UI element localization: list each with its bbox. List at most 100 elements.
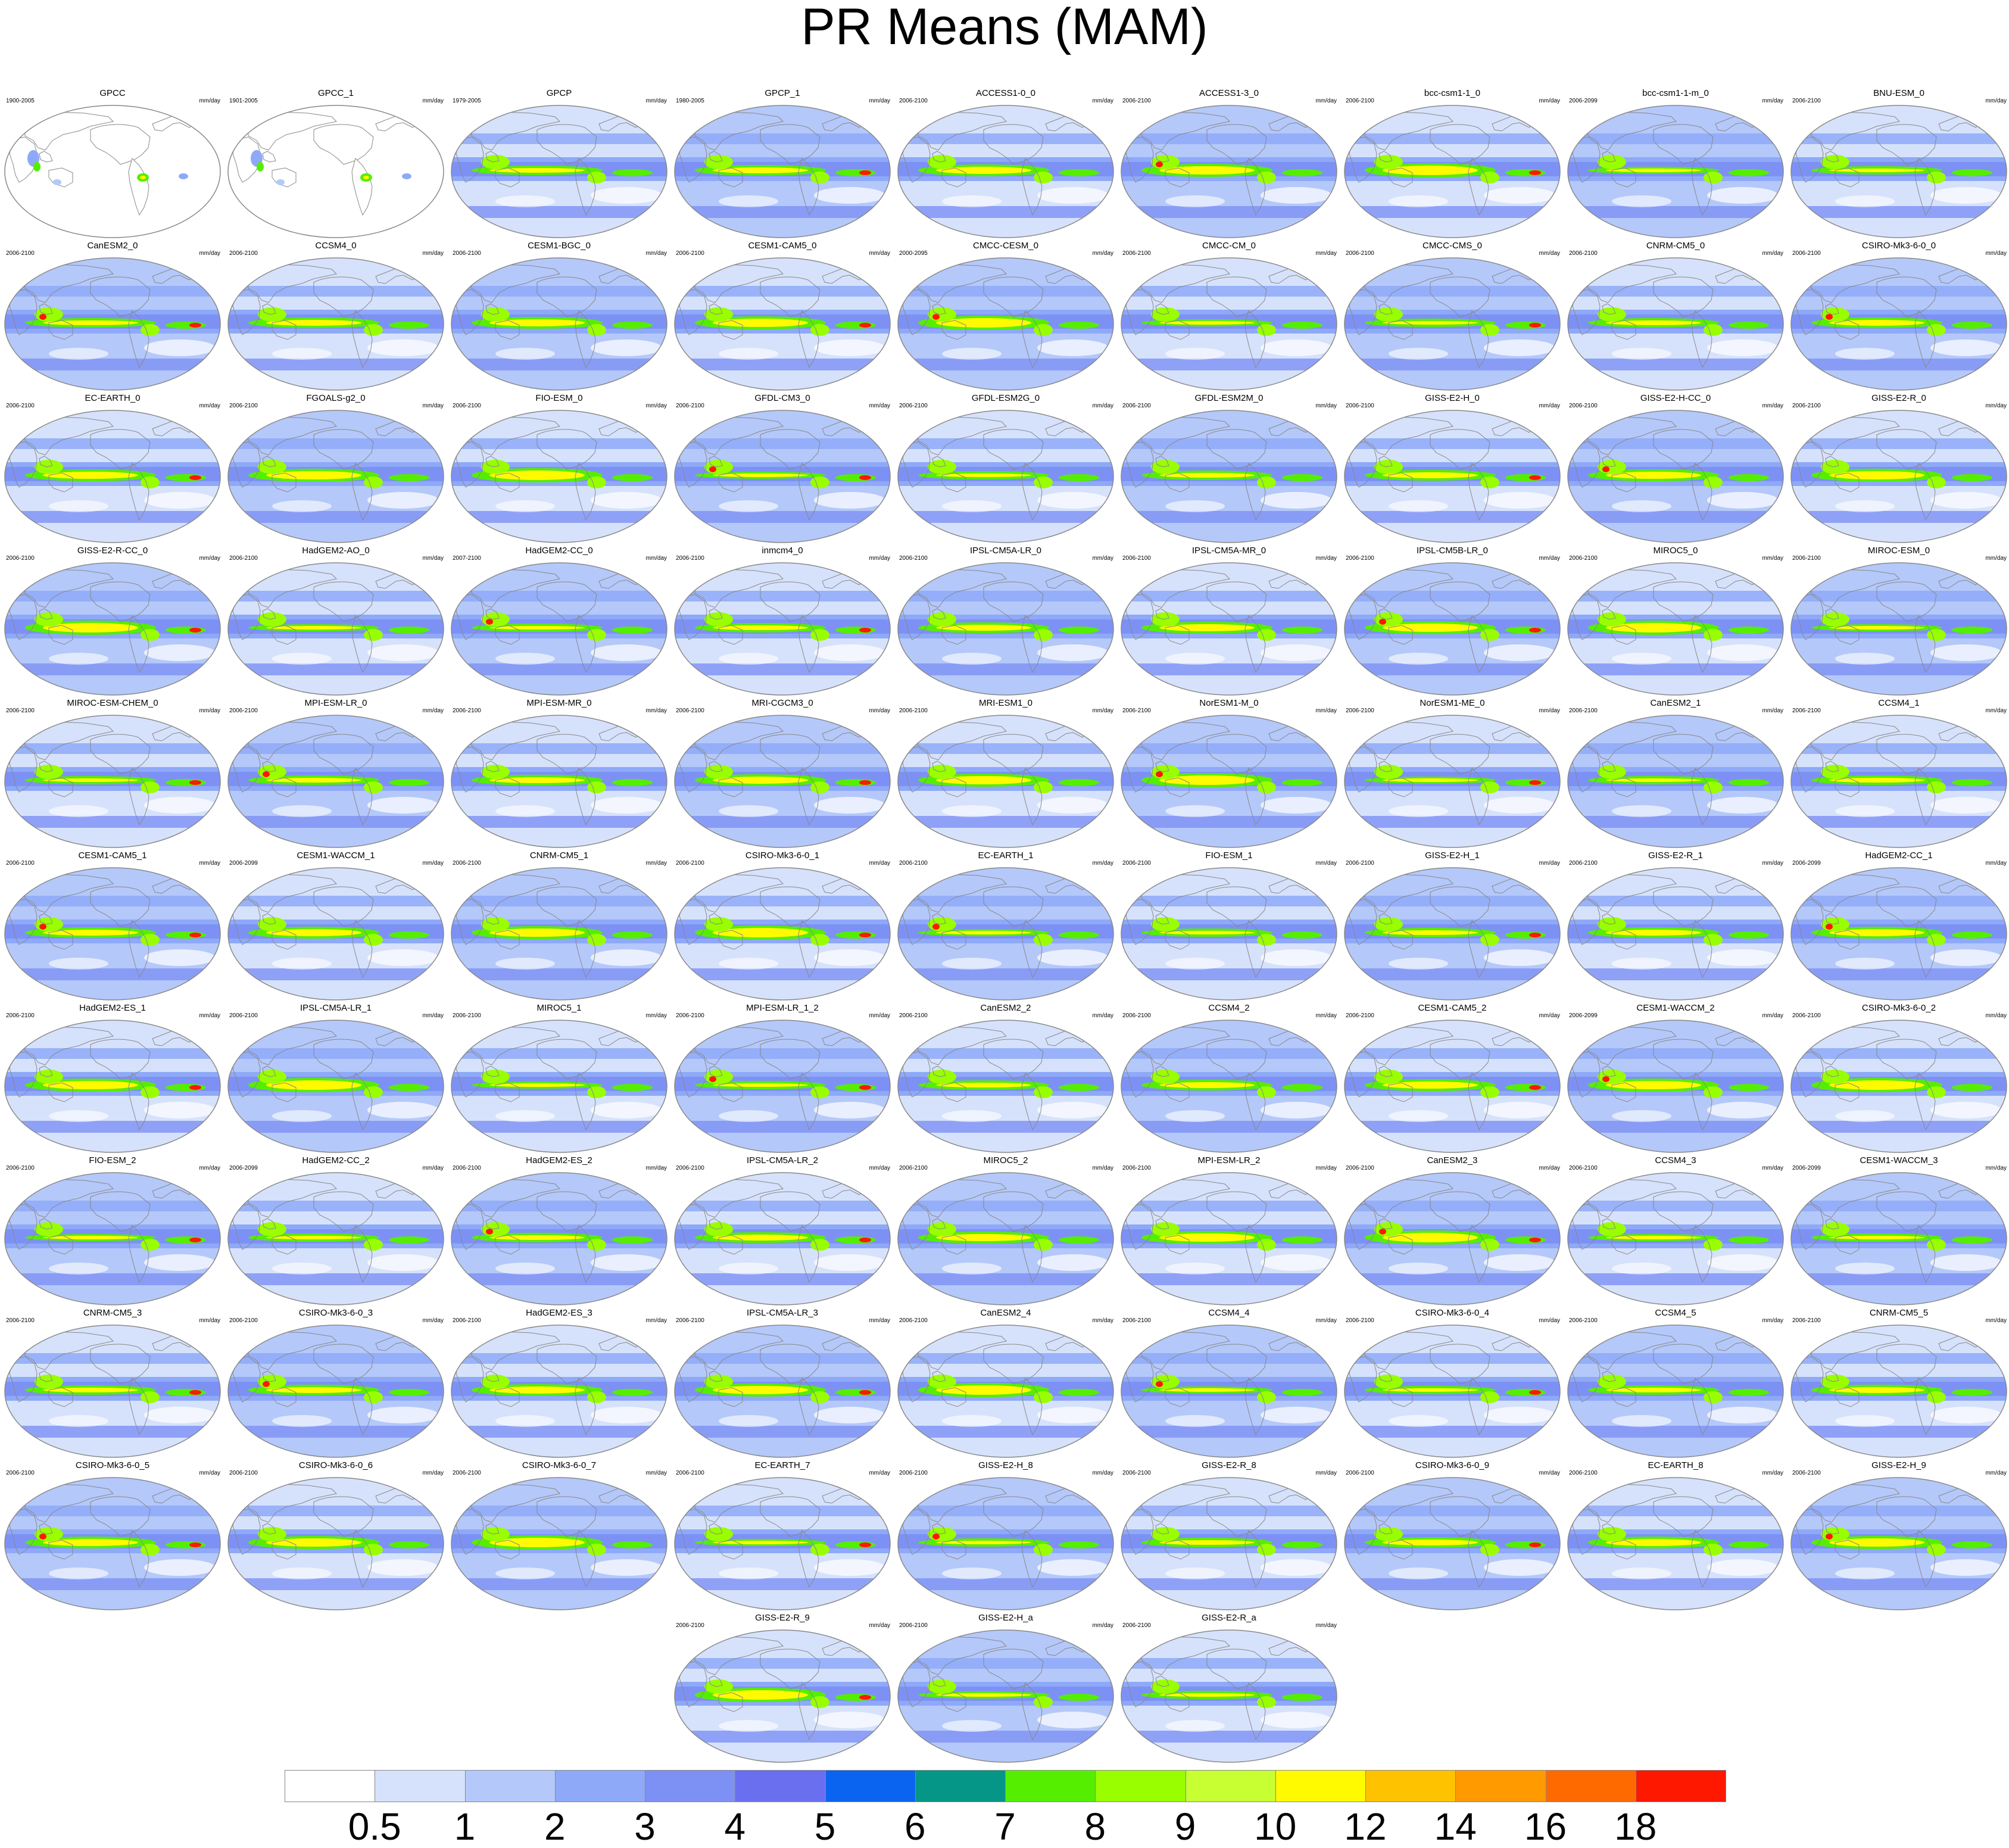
- panel-units: mm/day: [1762, 555, 1783, 562]
- panel-units: mm/day: [645, 860, 667, 867]
- map-ipsl-cm5a-mr-0: [1121, 562, 1337, 696]
- panel-title: FIO-ESM_1: [1205, 850, 1253, 861]
- map-mpi-esm-lr-0: [227, 715, 444, 848]
- panel-units: mm/day: [1092, 1317, 1113, 1324]
- panel-period: 2006-2100: [1122, 403, 1151, 409]
- panel-ccsm4-3: CCSM4_3 2006-2100 mm/day: [1564, 1155, 1787, 1307]
- panel-title: CMCC-CM_0: [1202, 241, 1256, 251]
- map-csiro-mk3-6-0-9: [1344, 1477, 1561, 1610]
- map-fio-esm-0: [451, 410, 667, 543]
- panel-noresm1-me-0: NorESM1-ME_0 2006-2100 mm/day: [1341, 698, 1564, 849]
- panel-period: 2006-2100: [899, 555, 928, 562]
- panel-units: mm/day: [422, 1165, 444, 1171]
- map-miroc5-1: [451, 1020, 667, 1153]
- panel-title: HadGEM2-CC_0: [525, 546, 593, 556]
- panel-period: 2006-2100: [6, 1317, 35, 1324]
- colorbar-label: 16: [1524, 1805, 1567, 1848]
- panel-units: mm/day: [1315, 860, 1337, 867]
- panel-title: inmcm4_0: [762, 546, 803, 556]
- colorbar-label: 3: [634, 1805, 656, 1848]
- panel-period: 2000-2095: [899, 250, 928, 257]
- colorbar-swatch: [1185, 1770, 1276, 1802]
- panel-period: 2006-2099: [1569, 1012, 1598, 1019]
- panel-fio-esm-2: FIO-ESM_2 2006-2100 mm/day: [1, 1155, 224, 1307]
- panel-units: mm/day: [1539, 860, 1560, 867]
- map-csiro-mk3-6-0-3: [227, 1325, 444, 1458]
- panel-period: 2006-2100: [453, 1470, 481, 1476]
- panel-period: 2006-2100: [1792, 98, 1821, 104]
- colorbar-label: 8: [1084, 1805, 1106, 1848]
- panel-title: CCSM4_5: [1655, 1308, 1696, 1318]
- panel-period: 2006-2100: [453, 1317, 481, 1324]
- map-gfdl-cm3-0: [674, 410, 891, 543]
- map-csiro-mk3-6-0-1: [674, 867, 891, 1001]
- panel-units: mm/day: [1315, 403, 1337, 409]
- panel-units: mm/day: [1092, 1622, 1113, 1629]
- panel-units: mm/day: [1539, 708, 1560, 714]
- panel-miroc5-0: MIROC5_0 2006-2100 mm/day: [1564, 546, 1787, 697]
- panel-units: mm/day: [869, 555, 890, 562]
- colorbar-label: 5: [814, 1805, 836, 1848]
- panel-units: mm/day: [1092, 708, 1113, 714]
- panel-title: CESM1-WACCM_2: [1636, 1003, 1715, 1013]
- map-cmcc-cesm-0: [897, 257, 1114, 391]
- panel-miroc5-2: MIROC5_2 2006-2100 mm/day: [894, 1155, 1117, 1307]
- main-title: PR Means (MAM): [801, 0, 1208, 55]
- panel-period: 2006-2100: [899, 1165, 928, 1171]
- colorbar-swatch: [1005, 1770, 1096, 1802]
- panel-title: CESM1-CAM5_2: [1418, 1003, 1487, 1013]
- colorbar-swatch: [285, 1770, 376, 1802]
- panel-hadgem2-es-2: HadGEM2-ES_2 2006-2100 mm/day: [448, 1155, 670, 1307]
- panel-ec-earth-0: EC-EARTH_0 2006-2100 mm/day: [1, 393, 224, 544]
- panel-ccsm4-4: CCSM4_4 2006-2100 mm/day: [1118, 1308, 1340, 1459]
- map-giss-e2-h-8: [897, 1477, 1114, 1610]
- panel-title: GFDL-ESM2M_0: [1194, 393, 1264, 403]
- map-giss-e2-r-0: [1790, 410, 2007, 543]
- panel-units: mm/day: [1092, 1165, 1113, 1171]
- panel-units: mm/day: [1539, 250, 1560, 257]
- panel-title: CESM1-CAM5_1: [78, 850, 147, 861]
- map-mri-cgcm3-0: [674, 715, 891, 848]
- panel-period: 2006-2100: [899, 860, 928, 867]
- colorbar-label: 6: [904, 1805, 926, 1848]
- map-ccsm4-5: [1567, 1325, 1784, 1458]
- panel-cesm1-cam5-2: CESM1-CAM5_2 2006-2100 mm/day: [1341, 1003, 1564, 1154]
- map-cesm1-cam5-0: [674, 257, 891, 391]
- map-mpi-esm-lr-1-2: [674, 1020, 891, 1153]
- map-hadgem2-cc-2: [227, 1172, 444, 1305]
- map-hadgem2-es-3: [451, 1325, 667, 1458]
- panel-canesm2-2: CanESM2_2 2006-2100 mm/day: [894, 1003, 1117, 1154]
- panel-period: 2006-2100: [1346, 250, 1374, 257]
- panel-gfdl-esm2g-0: GFDL-ESM2G_0 2006-2100 mm/day: [894, 393, 1117, 544]
- panel-title: CanESM2_4: [980, 1308, 1031, 1318]
- panel-units: mm/day: [1315, 555, 1337, 562]
- panel-title: ACCESS1-3_0: [1199, 88, 1259, 98]
- panel-access1-0-0: ACCESS1-0_0 2006-2100 mm/day: [894, 88, 1117, 239]
- map-hadgem2-es-1: [4, 1020, 221, 1153]
- panel-title: NorESM1-ME_0: [1420, 698, 1485, 708]
- panel-miroc-esm-0: MIROC-ESM_0 2006-2100 mm/day: [1787, 546, 2009, 697]
- panel-period: 2006-2100: [1792, 1012, 1821, 1019]
- panel-units: mm/day: [1762, 403, 1783, 409]
- panel-units: mm/day: [1985, 1470, 2007, 1476]
- map-giss-e2-r-a: [1121, 1629, 1337, 1763]
- panel-title: CSIRO-Mk3-6-0_4: [1415, 1308, 1490, 1318]
- panel-period: 2006-2100: [229, 1470, 258, 1476]
- panel-ccsm4-0: CCSM4_0 2006-2100 mm/day: [224, 241, 447, 392]
- panel-title: GFDL-CM3_0: [754, 393, 810, 403]
- panel-period: 2006-2099: [229, 1165, 258, 1171]
- panel-csiro-mk3-6-0-1: CSIRO-Mk3-6-0_1 2006-2100 mm/day: [671, 850, 894, 1002]
- panel-period: 2006-2100: [1346, 98, 1374, 104]
- panel-units: mm/day: [869, 1317, 890, 1324]
- panel-cnrm-cm5-3: CNRM-CM5_3 2006-2100 mm/day: [1, 1308, 224, 1459]
- panel-title: CESM1-CAM5_0: [748, 241, 817, 251]
- panel-giss-e2-h-a: GISS-E2-H_a 2006-2100 mm/day: [894, 1613, 1117, 1764]
- panel-inmcm4-0: inmcm4_0 2006-2100 mm/day: [671, 546, 894, 697]
- panel-title: CNRM-CM5_1: [529, 850, 589, 861]
- panel-period: 2006-2100: [6, 250, 35, 257]
- panel-units: mm/day: [1762, 250, 1783, 257]
- panel-units: mm/day: [1092, 1012, 1113, 1019]
- map-miroc-esm-chem-0: [4, 715, 221, 848]
- panel-period: 2006-2099: [1792, 1165, 1821, 1171]
- panel-period: 2006-2100: [1569, 555, 1598, 562]
